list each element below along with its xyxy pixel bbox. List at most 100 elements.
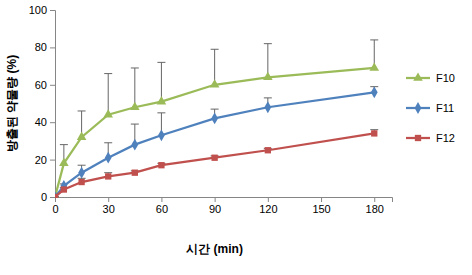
error-bars	[55, 87, 378, 197]
error-cap	[264, 43, 272, 44]
tick-label: 0	[41, 191, 47, 203]
error-cap	[157, 112, 165, 113]
error-cap	[131, 67, 139, 68]
tick-label: 30	[103, 203, 115, 215]
error-bar	[157, 62, 165, 101]
tick-mark	[50, 85, 55, 86]
error-stem	[161, 62, 162, 101]
tick: 60	[35, 79, 55, 91]
chart: 0 30 60 90 120 150 180 0 20 40 60 80 100 시간 (min) 방출된 …	[0, 0, 472, 275]
y-axis: 0 20 40 60 80 100	[29, 4, 56, 203]
error-cap	[157, 62, 165, 63]
tick-label: 120	[259, 203, 277, 215]
legend-item: F10	[406, 72, 455, 84]
legend-item: F12	[406, 132, 455, 144]
error-cap	[370, 39, 378, 40]
marker	[369, 62, 379, 70]
tick-mark	[50, 47, 55, 48]
marker	[158, 162, 164, 168]
marker	[105, 173, 111, 179]
tick-label: 60	[35, 79, 47, 91]
error-cap	[104, 142, 112, 143]
marker	[55, 191, 58, 198]
tick: 0	[41, 191, 55, 203]
error-bars	[55, 130, 378, 197]
tick-label: 20	[35, 154, 47, 166]
marker	[265, 147, 271, 153]
tick-label: 100	[29, 4, 47, 16]
tick: 60	[156, 197, 168, 215]
marker	[263, 72, 273, 80]
error-cap	[104, 73, 112, 74]
marker	[371, 86, 378, 98]
legend-marker	[413, 72, 423, 80]
tick: 40	[35, 116, 55, 128]
marker	[55, 194, 58, 198]
marker	[132, 170, 138, 176]
marker	[78, 179, 84, 185]
marker	[78, 167, 85, 179]
error-stem	[108, 74, 109, 115]
error-cap	[104, 172, 112, 173]
series-line	[55, 92, 374, 197]
error-bar	[131, 68, 139, 107]
marker	[158, 129, 165, 141]
legend-label: F12	[436, 132, 455, 144]
y-axis-title: 방출된 약물량 (%)	[5, 55, 19, 152]
tick-mark	[374, 197, 375, 202]
plot-area: 0 30 60 90 120 150 180 0 20 40 60 80 100	[29, 4, 393, 215]
series-group	[55, 40, 379, 198]
legend: F10 F11 F12	[406, 72, 455, 144]
marker	[130, 102, 140, 110]
tick: 0	[52, 197, 58, 215]
marker	[211, 113, 218, 125]
tick: 100	[29, 4, 55, 16]
error-cap	[370, 129, 378, 130]
marker	[211, 155, 217, 161]
tick-mark	[50, 197, 55, 198]
tick-mark	[50, 122, 55, 123]
tick-label: 180	[366, 203, 384, 215]
series-line	[55, 68, 374, 197]
error-cap	[131, 124, 139, 125]
marker	[371, 130, 377, 136]
error-bar	[104, 74, 112, 115]
tick-label: 60	[156, 203, 168, 215]
error-cap	[211, 49, 219, 50]
tick-label: 150	[312, 203, 330, 215]
error-cap	[264, 97, 272, 98]
error-stem	[134, 68, 135, 107]
tick-mark	[161, 197, 162, 202]
legend-marker	[415, 135, 421, 141]
axis-line	[56, 198, 393, 203]
tick: 120	[259, 197, 277, 215]
marker	[264, 101, 271, 113]
tick-mark	[268, 197, 269, 202]
tick: 20	[35, 154, 55, 166]
marker	[105, 152, 112, 164]
x-axis-title: 시간 (min)	[186, 242, 243, 256]
marker	[131, 139, 138, 151]
marker	[157, 96, 167, 104]
tick-mark	[321, 197, 322, 202]
error-bars	[55, 40, 378, 197]
legend-label: F10	[436, 72, 455, 84]
tick-label: 80	[35, 41, 47, 53]
error-cap	[78, 165, 86, 166]
marker	[103, 109, 113, 117]
tick: 180	[366, 197, 384, 215]
tick: 150	[312, 197, 330, 215]
tick-label: 90	[209, 203, 221, 215]
tick: 80	[35, 41, 55, 53]
error-cap	[78, 110, 86, 111]
series-line	[55, 133, 374, 197]
tick-mark	[50, 160, 55, 161]
marker	[210, 79, 220, 87]
tick-mark	[50, 10, 55, 11]
marker	[77, 132, 87, 140]
legend-label: F11	[436, 102, 454, 114]
marker	[61, 186, 67, 192]
x-axis: 0 30 60 90 120 150 180	[52, 197, 392, 215]
tick-label: 40	[35, 116, 47, 128]
tick-label: 0	[52, 203, 58, 215]
